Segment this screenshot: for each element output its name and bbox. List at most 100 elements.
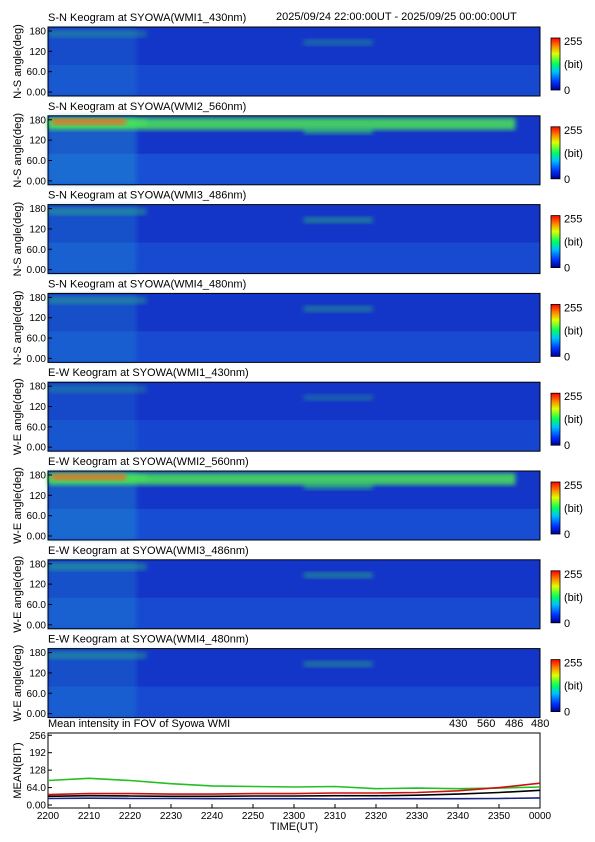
series-line-480	[48, 789, 540, 798]
panel-ylabel: N-S angle(deg)	[12, 291, 24, 366]
keogram-aurora-band	[48, 117, 516, 130]
keogram-frame	[47, 26, 541, 97]
colorbar-min: 0	[564, 263, 570, 275]
keogram-panel-7: E-W Keogram at SYOWA(WMI3_486nm) W-E angl…	[12, 545, 583, 633]
mean-ytick-label: 0.00	[27, 801, 47, 812]
series-line-560	[48, 777, 540, 790]
colorbar-unit: (bit)	[564, 148, 583, 160]
keogram-arc-mid	[303, 217, 373, 224]
keogram-aurora-peak	[52, 118, 126, 125]
colorbar-gradient	[550, 570, 561, 624]
colorbar-gradient	[550, 481, 561, 535]
colorbar-unit: (bit)	[564, 503, 583, 515]
colorbar-max: 255	[564, 480, 582, 492]
ytick-label: 0.00	[27, 443, 47, 454]
time-range-label: 2025/09/24 22:00:00UT - 2025/09/25 00:00…	[276, 11, 517, 23]
colorbar-min: 0	[564, 529, 570, 541]
colorbar-gradient	[550, 126, 561, 180]
colorbar-max: 255	[564, 214, 582, 226]
panel-title: E-W Keogram at SYOWA(WMI4_480nm)	[48, 634, 249, 646]
keogram-panel-8: E-W Keogram at SYOWA(WMI4_480nm) W-E angl…	[12, 634, 583, 722]
colorbar-max: 255	[564, 658, 582, 670]
colorbar-unit: (bit)	[564, 414, 583, 426]
colorbar: 255 (bit) 0	[550, 125, 583, 186]
xtick-label: 0000	[529, 811, 552, 822]
keogram-arc-mid	[303, 661, 373, 668]
panel-title: S-N Keogram at SYOWA(WMI3_486nm)	[48, 190, 246, 202]
panel-title: E-W Keogram at SYOWA(WMI2_560nm)	[48, 456, 249, 468]
xtick-label: 2300	[283, 811, 306, 822]
ytick-label: 0.00	[27, 354, 47, 365]
keogram-arc-early	[48, 208, 147, 216]
ytick-label: 120	[29, 491, 46, 502]
keogram-band-early	[48, 559, 137, 629]
keogram-panel-1: S-N Keogram at SYOWA(WMI1_430nm) N-S angl…	[12, 12, 583, 99]
keogram-band-early	[48, 27, 137, 96]
keogram-arc-mid	[303, 394, 373, 401]
xtick-label: 2250	[242, 811, 265, 822]
ytick-label: 0.00	[27, 620, 47, 631]
mean-ytick-label: 256	[29, 731, 46, 742]
keogram-image	[47, 115, 541, 186]
ytick-label: 0.00	[27, 709, 47, 720]
ytick-label: 120	[29, 402, 46, 413]
keogram-arc-early	[48, 385, 147, 393]
legend-560: 560	[477, 718, 495, 730]
xtick-label: 2240	[201, 811, 224, 822]
panel-title: S-N Keogram at SYOWA(WMI4_480nm)	[48, 278, 246, 290]
colorbar-min: 0	[564, 440, 570, 452]
xtick-label: 2340	[447, 811, 470, 822]
keogram-frame	[47, 381, 541, 452]
colorbar: 255 (bit) 0	[550, 480, 583, 541]
colorbar: 255 (bit) 0	[550, 214, 583, 275]
keogram-arc-mid	[303, 483, 373, 490]
ytick-label: 180	[29, 559, 46, 570]
mean-lines	[48, 777, 540, 800]
xtick-label: 2350	[488, 811, 511, 822]
colorbar-min: 0	[564, 85, 570, 97]
ytick-label: 180	[29, 27, 46, 38]
xtick-label: 2230	[160, 811, 183, 822]
keogram-aurora-band	[48, 473, 516, 485]
ytick-label: 0.00	[27, 176, 47, 187]
keogram-panel-3: S-N Keogram at SYOWA(WMI3_486nm) N-S angl…	[12, 190, 583, 277]
ytick-label: 60.0	[27, 245, 47, 256]
keogram-frame	[47, 204, 541, 275]
colorbar-unit: (bit)	[564, 237, 583, 249]
colorbar-max: 255	[564, 302, 582, 314]
colorbar-gradient	[550, 37, 561, 91]
ytick-label: 180	[29, 382, 46, 393]
colorbar-unit: (bit)	[564, 59, 583, 71]
time-axis: 2200 2210 2220 2230 2240 2250 2300 2310 2320 2330…	[37, 804, 552, 833]
colorbar-gradient	[550, 392, 561, 446]
keogram-frame	[47, 559, 541, 630]
legend-486: 486	[505, 718, 523, 730]
keogram-arc-early	[48, 296, 147, 304]
keogram-panel-6: E-W Keogram at SYOWA(WMI2_560nm) W-E angl…	[12, 456, 583, 544]
mean-ytick-label: 128	[29, 766, 46, 777]
colorbar: 255 (bit) 0	[550, 36, 583, 97]
keogram-image	[47, 559, 541, 630]
ytick-label: 120	[29, 224, 46, 235]
keogram-arc-mid	[303, 128, 373, 135]
legend-480: 480	[531, 718, 549, 730]
panel-title: E-W Keogram at SYOWA(WMI3_486nm)	[48, 545, 249, 557]
panel-ylabel: N-S angle(deg)	[12, 113, 24, 188]
keogram-image	[47, 648, 541, 719]
colorbar-gradient	[550, 303, 561, 357]
ytick-label: 120	[29, 47, 46, 58]
panel-ylabel: N-S angle(deg)	[12, 24, 24, 99]
keogram-band-early	[48, 648, 137, 718]
colorbar-max: 255	[564, 391, 582, 403]
ytick-label: 0.00	[27, 88, 47, 99]
ytick-label: 60.0	[27, 689, 47, 700]
colorbar: 255 (bit) 0	[550, 658, 583, 719]
keogram-image	[47, 204, 541, 275]
panel-ylabel: W-E angle(deg)	[12, 378, 24, 455]
keogram-image	[47, 470, 541, 541]
keogram-image	[47, 381, 541, 452]
keogram-panel-4: S-N Keogram at SYOWA(WMI4_480nm) N-S angl…	[12, 278, 583, 365]
keogram-band-early	[48, 382, 137, 452]
panel-ylabel: W-E angle(deg)	[12, 556, 24, 633]
